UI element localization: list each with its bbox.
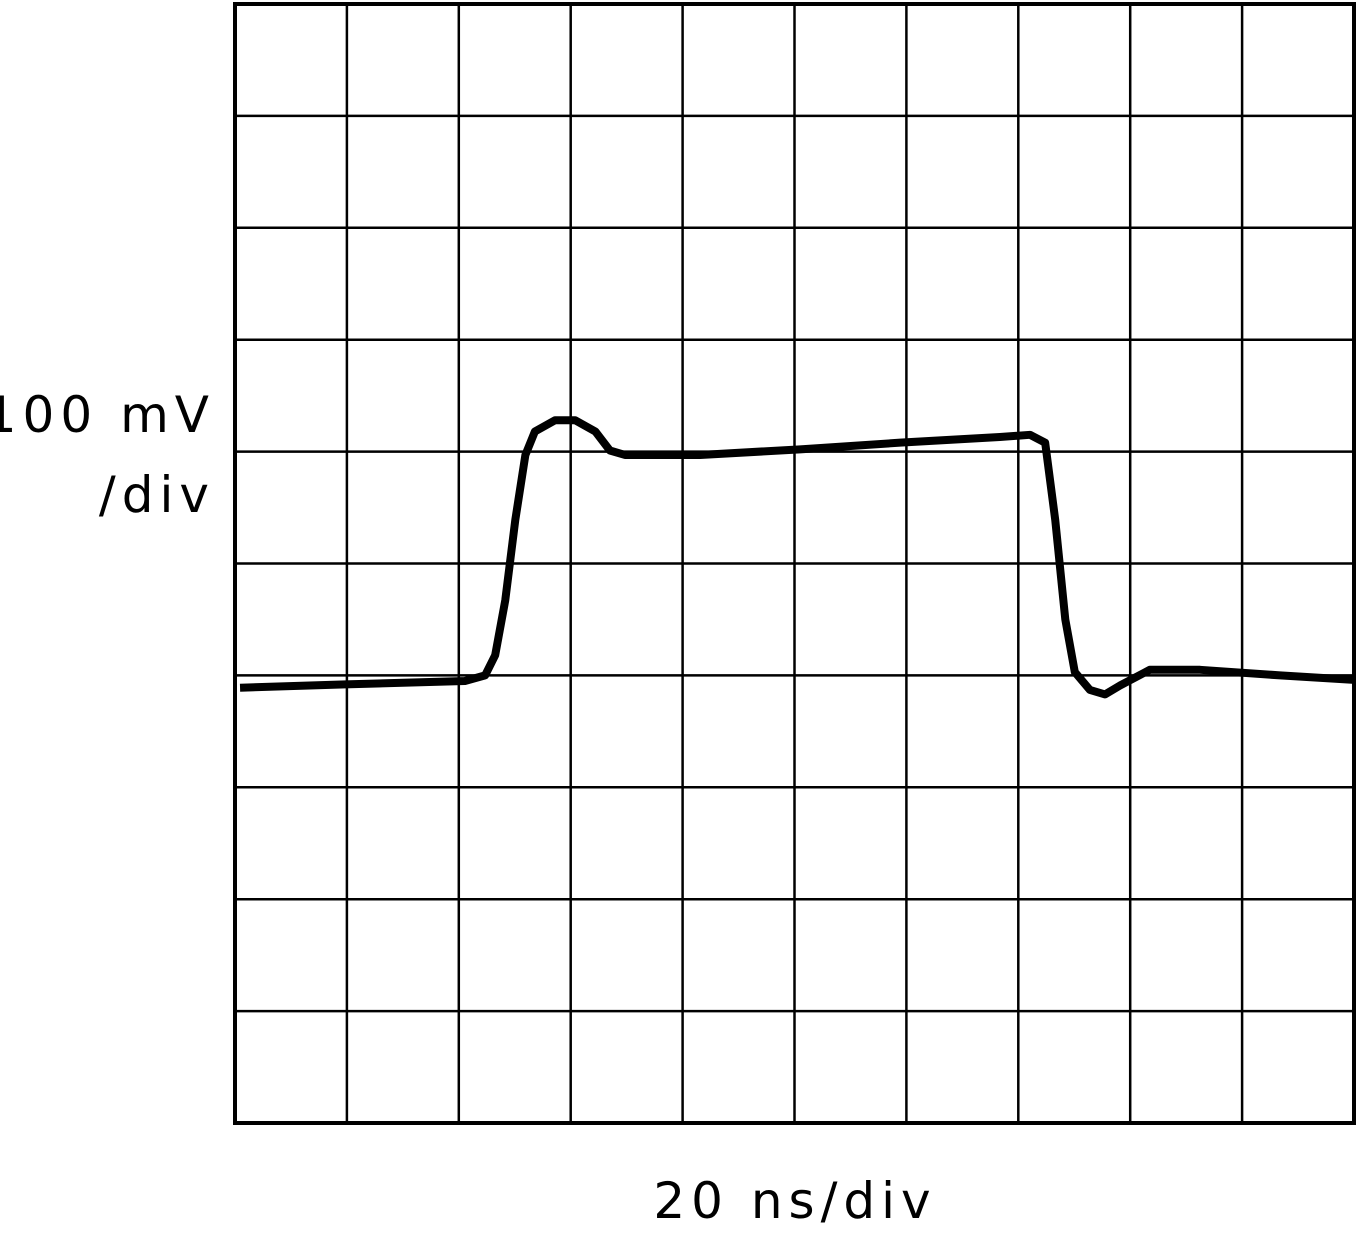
x-label: 20 ns/div xyxy=(653,1172,936,1230)
plot-border xyxy=(233,2,1356,1125)
y-label: 100 mV xyxy=(0,386,215,444)
trace xyxy=(239,416,1355,699)
y-label: /div xyxy=(99,466,215,524)
